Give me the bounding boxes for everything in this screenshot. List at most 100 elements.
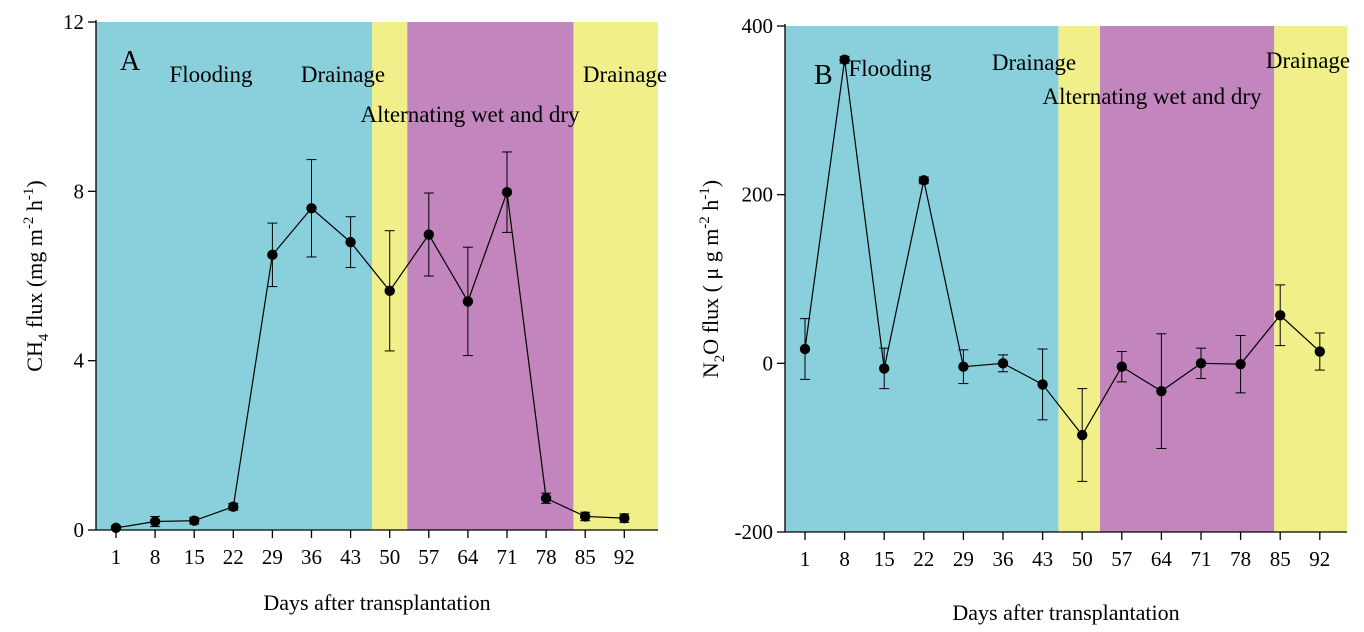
y-title-subscript: 2 bbox=[712, 355, 728, 363]
x-tick-label: 36 bbox=[301, 545, 322, 569]
x-tick-label: 1 bbox=[800, 547, 811, 571]
data-point bbox=[423, 229, 434, 240]
y-title-superscript: -2 bbox=[21, 217, 37, 230]
data-point bbox=[267, 249, 278, 261]
data-point bbox=[619, 512, 630, 524]
x-tick-label: 71 bbox=[497, 545, 518, 569]
y-axis-title: CH4 flux (mg m-2 h-1) bbox=[21, 180, 52, 371]
x-tick-label: 29 bbox=[262, 545, 283, 569]
y-title-superscript: -1 bbox=[697, 187, 713, 200]
x-tick-label: 92 bbox=[1309, 547, 1330, 571]
y-tick-label: 8 bbox=[74, 179, 85, 203]
x-tick-label: 1 bbox=[111, 545, 122, 569]
y-tick-label: 4 bbox=[74, 349, 85, 373]
y-tick-label: -200 bbox=[735, 520, 774, 544]
x-tick-label: 57 bbox=[418, 545, 439, 569]
data-point bbox=[1077, 429, 1088, 441]
y-title-part: N bbox=[698, 362, 723, 378]
panel-letter: B bbox=[814, 60, 833, 91]
data-point bbox=[839, 54, 850, 65]
panel-letter: A bbox=[120, 46, 141, 77]
x-tick-label: 22 bbox=[913, 547, 934, 571]
x-tick-label: 29 bbox=[953, 547, 974, 571]
y-title-superscript: -2 bbox=[697, 216, 713, 229]
data-point bbox=[189, 515, 200, 526]
x-tick-label: 85 bbox=[1270, 547, 1291, 571]
phase-band bbox=[573, 22, 658, 530]
y-title-part: ) bbox=[22, 180, 47, 187]
x-tick-label: 15 bbox=[874, 547, 895, 571]
y-title-part: ) bbox=[698, 180, 723, 187]
phase-label: Flooding bbox=[169, 62, 253, 87]
x-tick-label: 64 bbox=[457, 545, 479, 569]
x-tick-label: 15 bbox=[184, 545, 205, 569]
data-point bbox=[149, 516, 161, 527]
data-point bbox=[879, 363, 890, 374]
x-tick-label: 57 bbox=[1111, 547, 1132, 571]
phase-band bbox=[96, 22, 373, 530]
y-tick-label: 400 bbox=[742, 14, 774, 38]
phase-band bbox=[1274, 26, 1347, 532]
data-point bbox=[1314, 346, 1326, 357]
data-point bbox=[228, 501, 239, 512]
phase-label: Flooding bbox=[848, 56, 932, 81]
x-tick-label: 78 bbox=[1230, 547, 1251, 571]
y-tick-label: 12 bbox=[63, 10, 84, 34]
x-tick-label: 92 bbox=[614, 545, 635, 569]
data-point bbox=[1275, 310, 1286, 321]
x-tick-label: 8 bbox=[839, 547, 850, 571]
data-point bbox=[501, 186, 513, 198]
y-tick-label: 0 bbox=[763, 351, 774, 375]
phase-label: Drainage bbox=[583, 62, 667, 87]
data-point bbox=[306, 203, 317, 214]
data-point bbox=[580, 511, 591, 522]
x-tick-label: 78 bbox=[536, 545, 557, 569]
y-title-part: flux (mg m bbox=[22, 229, 47, 334]
series-line bbox=[115, 191, 625, 529]
y-title-superscript: -1 bbox=[21, 188, 37, 201]
phase-label: Alternating wet and dry bbox=[360, 102, 580, 127]
phase-band bbox=[1058, 26, 1101, 532]
data-point bbox=[110, 522, 122, 534]
data-point bbox=[462, 296, 474, 307]
data-point bbox=[1156, 385, 1167, 397]
data-point bbox=[799, 343, 811, 355]
series-line bbox=[804, 59, 1321, 437]
x-tick-label: 50 bbox=[379, 545, 400, 569]
data-point bbox=[1195, 358, 1207, 369]
y-title-part: CH bbox=[22, 341, 47, 372]
data-point bbox=[1235, 358, 1246, 370]
y-title-part: h bbox=[22, 200, 47, 217]
data-point bbox=[345, 236, 356, 248]
x-tick-label: 22 bbox=[223, 545, 244, 569]
data-point bbox=[384, 285, 395, 297]
phase-label: Drainage bbox=[992, 50, 1076, 75]
phase-band bbox=[785, 26, 1059, 532]
x-tick-label: 71 bbox=[1191, 547, 1212, 571]
y-axis-title: N2O flux ( μ g m-2 h-1) bbox=[697, 180, 728, 378]
y-tick-label: 200 bbox=[742, 183, 774, 207]
data-point bbox=[1116, 361, 1128, 372]
y-tick-label: 0 bbox=[74, 518, 85, 542]
x-axis-title: Days after transplantation bbox=[952, 600, 1179, 625]
y-title-part: h bbox=[698, 200, 723, 217]
x-tick-label: 36 bbox=[993, 547, 1014, 571]
phase-band bbox=[1100, 26, 1275, 532]
phase-label: Alternating wet and dry bbox=[1042, 84, 1262, 109]
y-title-subscript: 4 bbox=[36, 333, 52, 341]
x-tick-label: 85 bbox=[575, 545, 596, 569]
data-point bbox=[918, 175, 929, 186]
data-point bbox=[1037, 379, 1048, 390]
x-tick-label: 64 bbox=[1151, 547, 1173, 571]
data-point bbox=[997, 358, 1009, 369]
data-point bbox=[958, 361, 969, 372]
x-tick-label: 50 bbox=[1072, 547, 1093, 571]
x-tick-label: 43 bbox=[1032, 547, 1053, 571]
phase-label: Drainage bbox=[1266, 48, 1350, 73]
x-axis-title: Days after transplantation bbox=[263, 590, 490, 615]
phase-label: Drainage bbox=[301, 62, 385, 87]
phase-band bbox=[407, 22, 574, 530]
